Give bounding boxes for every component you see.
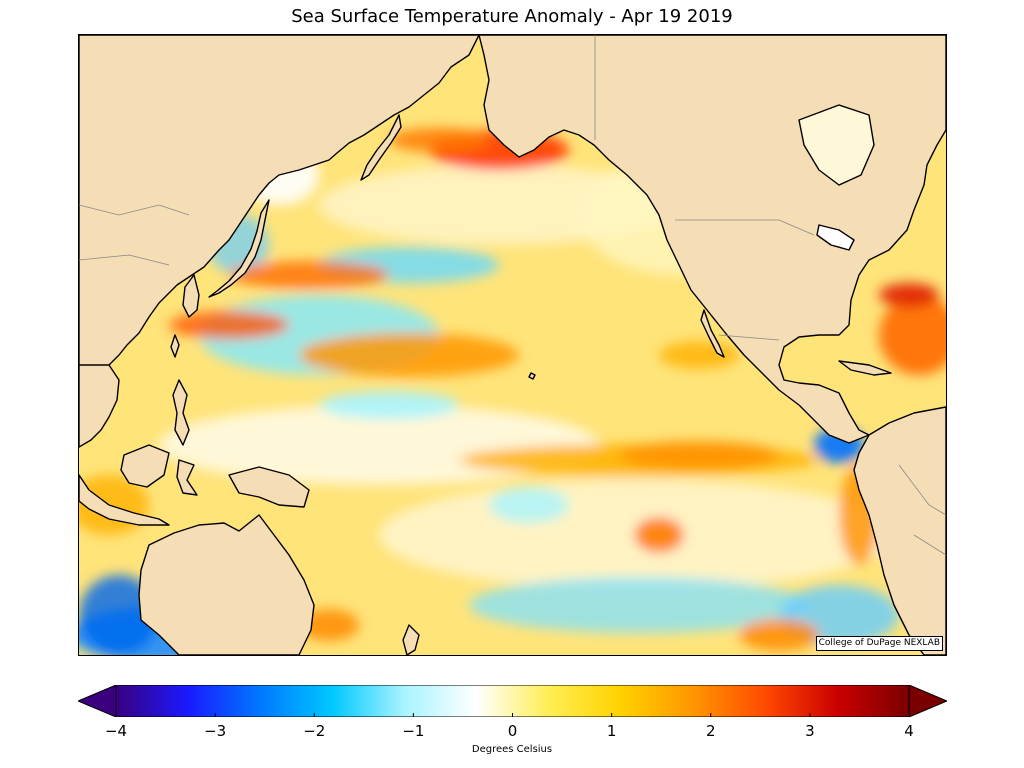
us-mexico-border bbox=[718, 334, 780, 341]
colorbar-tick-label: 0 bbox=[507, 722, 518, 740]
south-america-landmass bbox=[853, 406, 946, 655]
anomaly-field bbox=[79, 128, 946, 655]
taiwan-island bbox=[170, 334, 180, 358]
colorbar-ticks bbox=[115, 713, 910, 717]
sst-anomaly-map: College of DuPage NEXLAB bbox=[78, 34, 947, 656]
colorbar-tick-label: −4 bbox=[104, 722, 128, 740]
colorbar bbox=[78, 685, 947, 717]
colorbar-tick-label: −2 bbox=[303, 722, 326, 740]
page-title: Sea Surface Temperature Anomaly - Apr 19… bbox=[291, 6, 733, 27]
asia-landmass bbox=[79, 35, 480, 386]
sumatra-java-islands bbox=[79, 474, 170, 526]
sulawesi-island bbox=[176, 459, 198, 496]
australia-landmass bbox=[138, 514, 315, 655]
hudson-bay bbox=[798, 104, 875, 186]
kamchatka-peninsula bbox=[360, 114, 402, 181]
korea-peninsula bbox=[182, 274, 200, 318]
colorbar-tick-label: −3 bbox=[204, 722, 227, 740]
philippine-islands bbox=[172, 379, 190, 446]
colorbar-max-extend bbox=[908, 685, 947, 717]
colorbar-min-extend bbox=[78, 685, 117, 717]
south-america-border-2 bbox=[913, 534, 946, 556]
map-canvas bbox=[79, 35, 946, 655]
china-mongolia-border bbox=[79, 254, 170, 266]
japan-islands bbox=[208, 199, 270, 298]
colorbar-gradient bbox=[115, 685, 910, 717]
colorbar-tick-label: 3 bbox=[805, 722, 815, 740]
political-borders bbox=[79, 35, 946, 556]
colorbar-tick-label: 2 bbox=[705, 722, 716, 740]
land-masses bbox=[79, 35, 946, 655]
new-zealand-islands bbox=[402, 624, 420, 655]
cuba-island bbox=[838, 360, 892, 376]
new-guinea-island bbox=[228, 466, 310, 508]
colorbar-tick-label: 4 bbox=[904, 722, 914, 740]
hawaii-islands bbox=[528, 372, 536, 380]
baja-california bbox=[700, 309, 725, 358]
credit-label: College of DuPage NEXLAB bbox=[815, 636, 943, 651]
borneo-island bbox=[120, 444, 170, 488]
colorbar-tick-label: −1 bbox=[402, 722, 425, 740]
indochina-landmass bbox=[79, 364, 120, 448]
great-lakes bbox=[816, 224, 855, 251]
colorbar-label: Degrees Celsius bbox=[471, 744, 553, 755]
colorbar-tick-label: 1 bbox=[606, 722, 617, 740]
south-america-border bbox=[898, 464, 946, 516]
asia-border bbox=[79, 204, 190, 216]
us-canada-border bbox=[675, 219, 815, 236]
